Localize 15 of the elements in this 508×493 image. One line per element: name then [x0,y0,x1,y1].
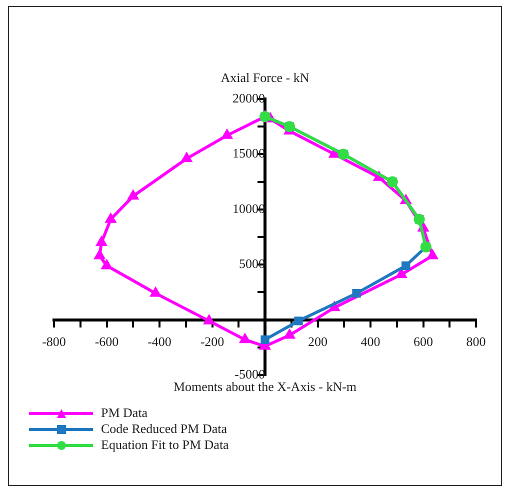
x-tick-label: -600 [94,334,119,350]
y-axis-title: Axial Force - kN [220,70,310,85]
x-tick-label: -800 [42,334,66,350]
legend-label: Equation Fit to PM Data [101,437,229,453]
x-tick-label: 400 [360,334,380,350]
legend-label: PM Data [101,405,148,421]
y-tick-label: 20000 [232,90,265,106]
x-axis-title: Moments about the X-Axis - kN-m [173,378,357,394]
legend-label: Code Reduced PM Data [101,421,228,437]
x-tick-label: 600 [414,334,433,350]
x-tick-label: -200 [200,334,224,350]
x-tick-label: 200 [308,334,328,350]
x-tick-label: -400 [148,334,172,350]
y-tick-label: -5000 [234,366,265,382]
x-tick-label: 800 [466,334,486,350]
